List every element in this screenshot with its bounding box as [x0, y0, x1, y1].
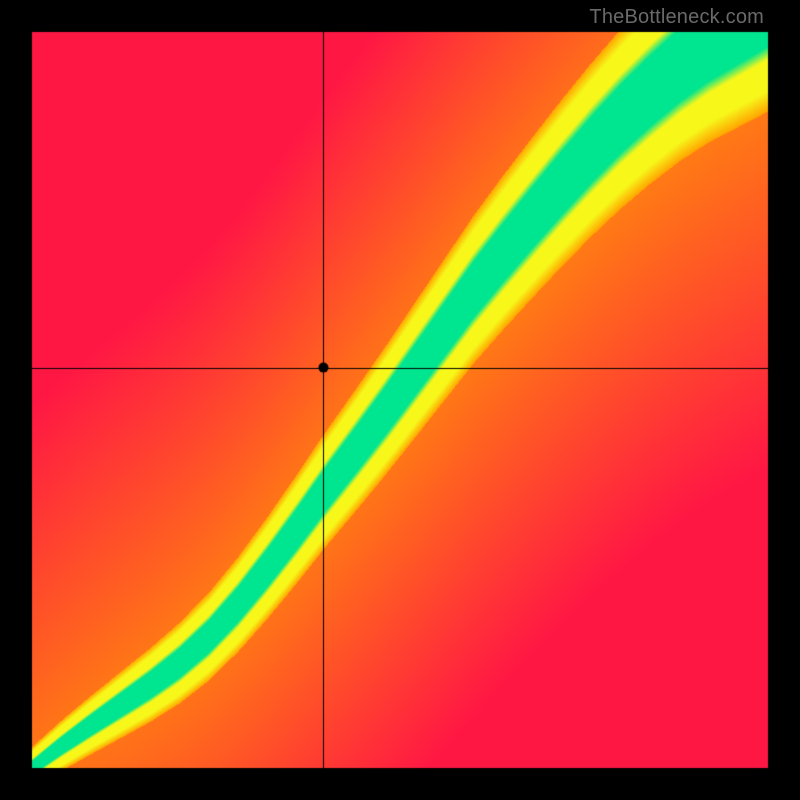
- chart-container: TheBottleneck.com: [0, 0, 800, 800]
- watermark-label: TheBottleneck.com: [589, 6, 764, 29]
- heatmap-canvas: [0, 0, 800, 800]
